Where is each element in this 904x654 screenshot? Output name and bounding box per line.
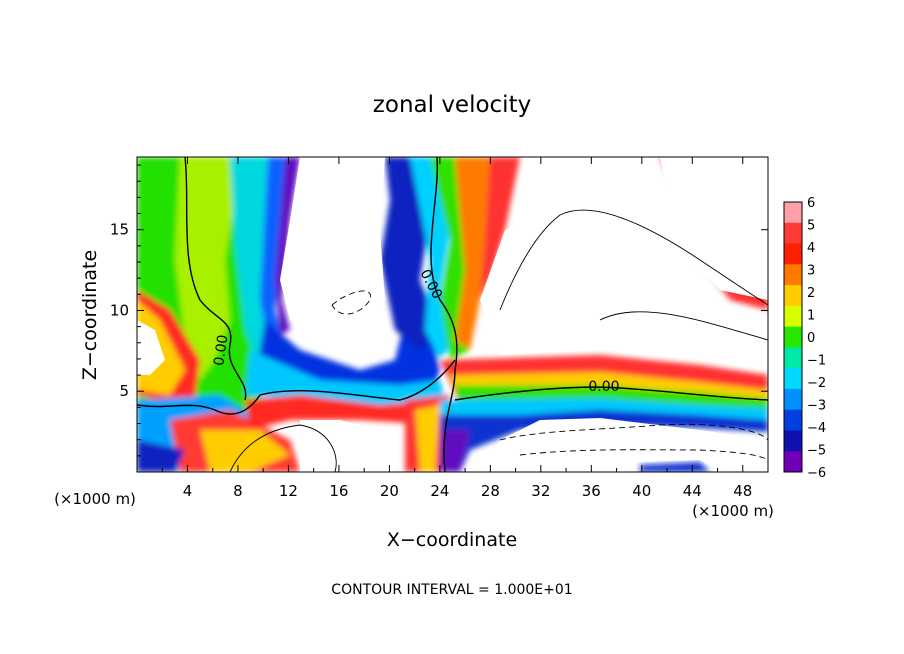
x-tick-label: 20 bbox=[380, 482, 399, 500]
colorbar-label: −3 bbox=[807, 399, 826, 414]
colorbar-label: 2 bbox=[807, 286, 815, 301]
y-axis: 5 10 15 bbox=[110, 164, 768, 457]
y-tick-label: 15 bbox=[110, 221, 129, 239]
x-tick-label: 40 bbox=[632, 482, 651, 500]
contour-label: 0.00 bbox=[588, 379, 619, 395]
chart-title: zonal velocity bbox=[373, 92, 531, 118]
x-axis: 4 8 12 16 20 24 28 32 36 40 44 48 bbox=[161, 157, 752, 500]
x-tick-label: 32 bbox=[531, 482, 550, 500]
x-tick-label: 28 bbox=[481, 482, 500, 500]
x-tick-label: 8 bbox=[233, 482, 243, 500]
y-axis-label: Z−coordinate bbox=[79, 250, 101, 380]
contour-label: 0.00 bbox=[211, 334, 231, 367]
colorbar-label: −6 bbox=[807, 466, 826, 481]
y-tick-label: 10 bbox=[110, 301, 129, 319]
x-tick-label: 48 bbox=[733, 482, 752, 500]
colorbar-swatch bbox=[784, 388, 802, 411]
colorbar-swatch bbox=[784, 222, 802, 245]
x-tick-label: 24 bbox=[430, 482, 449, 500]
colorbar-swatch bbox=[784, 202, 802, 224]
colorbar-swatch bbox=[784, 368, 802, 390]
velocity-field bbox=[137, 157, 768, 472]
colorbar-swatch bbox=[784, 430, 802, 452]
colorbar-swatch bbox=[784, 243, 802, 265]
colorbar-label: −2 bbox=[807, 376, 826, 391]
colorbar-label: 4 bbox=[807, 241, 815, 256]
colorbar-frame bbox=[783, 201, 803, 473]
x-tick-label: 12 bbox=[279, 482, 298, 500]
colorbar: 6 5 4 3 2 1 0 −1 −2 −3 −4 −5 −6 bbox=[783, 196, 826, 481]
colorbar-label: 0 bbox=[807, 331, 815, 346]
colorbar-label: −1 bbox=[807, 354, 826, 369]
contour-interval-note: CONTOUR INTERVAL = 1.000E+01 bbox=[331, 582, 572, 598]
colorbar-swatch bbox=[784, 285, 802, 307]
colorbar-label: 6 bbox=[807, 196, 815, 211]
x-tick-label: 36 bbox=[582, 482, 601, 500]
colorbar-label: −5 bbox=[807, 444, 826, 459]
plot-frame bbox=[136, 156, 769, 473]
colorbar-swatch bbox=[784, 451, 802, 473]
colorbar-label: 3 bbox=[807, 264, 815, 279]
colorbar-swatch bbox=[784, 409, 802, 431]
x-unit-right: (×1000 m) bbox=[692, 502, 774, 520]
colorbar-label: 5 bbox=[807, 219, 815, 234]
colorbar-swatch bbox=[784, 347, 802, 369]
colorbar-swatch bbox=[784, 326, 802, 348]
x-unit-left: (×1000 m) bbox=[54, 490, 136, 508]
x-tick-label: 16 bbox=[329, 482, 348, 500]
x-axis-label: X−coordinate bbox=[387, 529, 517, 551]
y-tick-label: 5 bbox=[119, 382, 129, 400]
x-tick-label: 4 bbox=[183, 482, 193, 500]
colorbar-swatch bbox=[784, 305, 802, 328]
colorbar-label: −4 bbox=[807, 421, 826, 436]
x-tick-label: 44 bbox=[683, 482, 702, 500]
colorbar-label: 1 bbox=[807, 309, 815, 324]
colorbar-swatch bbox=[784, 264, 802, 286]
